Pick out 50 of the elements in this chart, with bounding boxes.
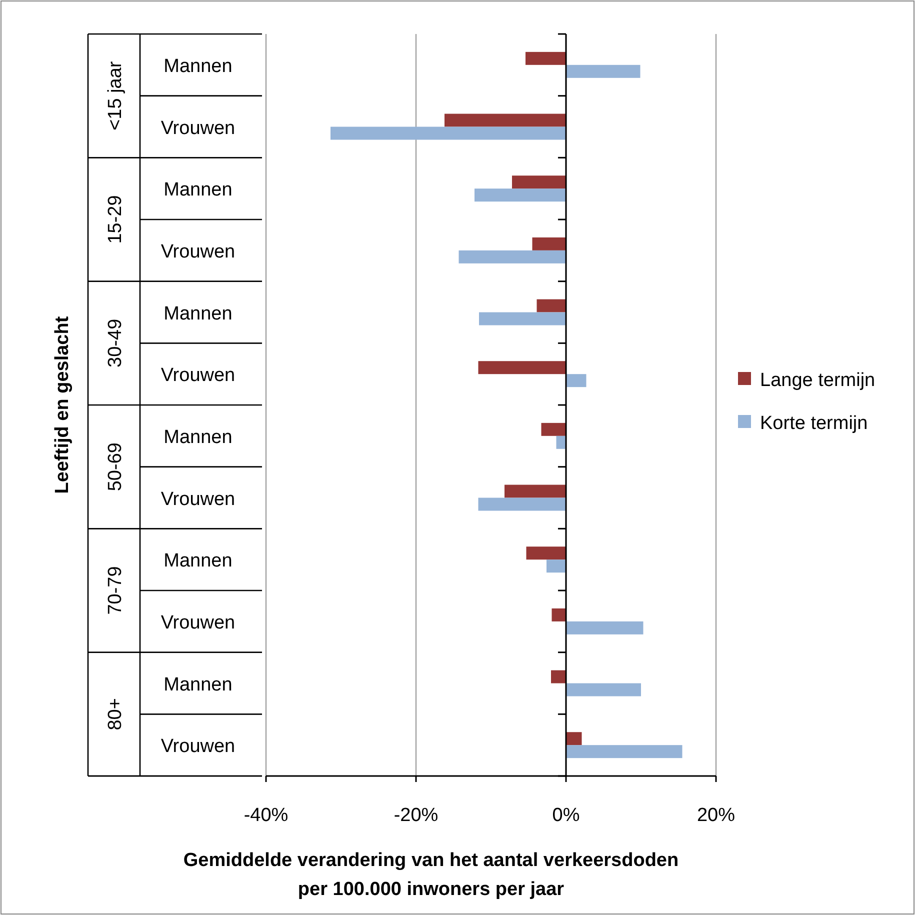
y-tick-label: Vrouwen — [160, 488, 236, 510]
x-tick-label: 0% — [552, 805, 580, 826]
text: 30-49 — [105, 318, 126, 368]
y-tick-label: Vrouwen — [160, 736, 236, 758]
bar — [552, 608, 566, 622]
y-tick-label: Mannen — [164, 180, 232, 201]
x-tick-label: -20% — [394, 805, 438, 826]
bar — [566, 683, 641, 696]
text: 80+ — [105, 698, 126, 730]
y-axis-title: Leeftijd en geslacht — [52, 316, 73, 494]
y-tick-label: Mannen — [164, 426, 232, 448]
legend-label: Korte termijn — [760, 413, 868, 434]
bar — [556, 436, 566, 449]
bar — [479, 312, 566, 326]
bar — [532, 237, 566, 250]
bar — [512, 176, 566, 189]
bar — [536, 299, 566, 312]
legend-label: Lange termijn — [760, 370, 876, 391]
bar — [330, 126, 566, 140]
x-tick-label: -40% — [244, 805, 288, 826]
y-tick-label: Mannen — [164, 56, 232, 77]
y-tick-label: Vrouwen — [160, 118, 236, 139]
bar — [566, 621, 644, 634]
bar — [478, 498, 566, 511]
y-tick-label: Vrouwen — [160, 241, 236, 262]
text: 50-69 — [105, 442, 126, 492]
bar — [474, 188, 566, 202]
bar — [551, 670, 566, 684]
y-tick-label: Mannen — [164, 674, 232, 696]
bar — [566, 374, 586, 388]
y-tick-label: Mannen — [164, 550, 232, 572]
y-tick-label: Mannen — [164, 303, 232, 324]
bar — [566, 64, 640, 78]
x-tick-label: 20% — [696, 805, 736, 826]
bar — [546, 560, 566, 573]
y-tick-label: Vrouwen — [160, 365, 236, 386]
bar — [541, 422, 566, 436]
bar — [566, 745, 682, 758]
x-axis-title: Gemiddelde verandering van het aantal verkeersdoden per 100.000 inwoners per jaar — [183, 850, 679, 900]
text: 15-29 — [105, 195, 126, 244]
bar — [526, 546, 566, 560]
y-tick-label: Vrouwen — [160, 612, 236, 634]
bar — [504, 484, 566, 498]
bar — [444, 114, 566, 127]
text: 70-79 — [105, 566, 126, 615]
bar — [526, 52, 566, 65]
bar — [458, 250, 566, 264]
bar — [566, 732, 582, 746]
bar — [478, 361, 566, 374]
text: <15 jaar — [105, 60, 126, 130]
